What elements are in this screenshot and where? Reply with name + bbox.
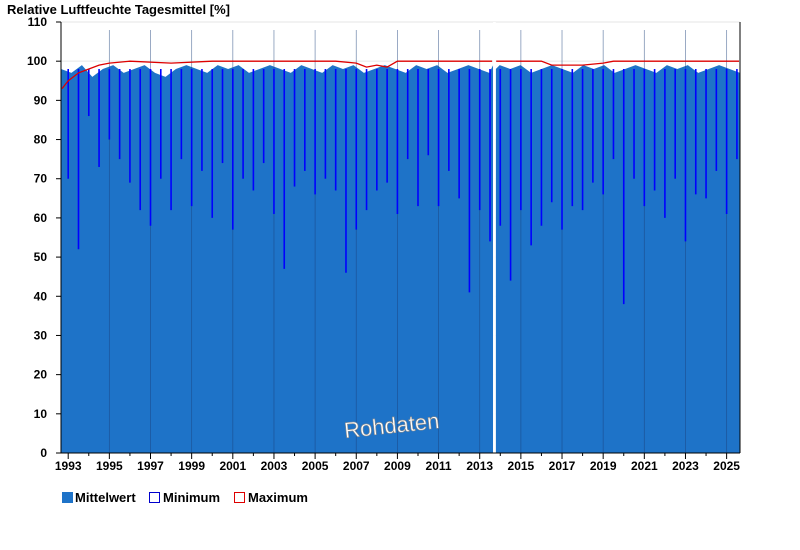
y-tick-label: 30 [34, 328, 48, 342]
legend-label-minimum: Minimum [163, 490, 220, 505]
y-tick-label: 100 [27, 54, 47, 68]
legend-swatch-mean [62, 492, 73, 503]
y-tick-label: 70 [34, 172, 48, 186]
x-tick-label: 2013 [466, 459, 493, 473]
x-tick-label: 2025 [713, 459, 740, 473]
y-tick-label: 20 [34, 368, 48, 382]
chart-title: Relative Luftfeuchte Tagesmittel [%] [7, 2, 230, 17]
x-tick-label: 2009 [384, 459, 411, 473]
mean-area-segment [61, 65, 494, 453]
x-tick-label: 1997 [137, 459, 164, 473]
x-axis: 1993 1995 1997 1999 2001 2003 2005 2007 2009 2011… [55, 453, 740, 473]
x-tick-label: 1993 [55, 459, 82, 473]
data-gap [493, 22, 496, 453]
x-tick-label: 1999 [178, 459, 205, 473]
x-tick-label: 2015 [508, 459, 535, 473]
legend-swatch-minimum [149, 492, 160, 503]
x-tick-label: 2023 [672, 459, 699, 473]
y-tick-label: 40 [34, 289, 48, 303]
legend-label-mean: Mittelwert [75, 490, 136, 505]
legend: Mittelwert Minimum Maximum [62, 490, 308, 505]
mean-area [61, 22, 740, 453]
x-tick-label: 2005 [302, 459, 329, 473]
legend-swatch-maximum [234, 492, 245, 503]
legend-label-maximum: Maximum [248, 490, 308, 505]
x-tick-label: 2019 [590, 459, 617, 473]
x-tick-label: 2011 [426, 459, 452, 473]
maximum-line [496, 60, 739, 66]
maximum-series [61, 60, 739, 90]
y-axis: 0 10 20 30 40 50 60 70 80 90 100 110 [27, 15, 61, 460]
x-tick-label: 2017 [549, 459, 576, 473]
y-tick-label: 0 [40, 446, 47, 460]
y-tick-label: 80 [34, 133, 48, 147]
x-tick-label: 2007 [343, 459, 370, 473]
x-tick-label: 2001 [219, 459, 246, 473]
plot-frame [60, 22, 741, 454]
y-tick-label: 10 [34, 407, 48, 421]
y-tick-label: 90 [34, 93, 48, 107]
y-tick-label: 60 [34, 211, 48, 225]
maximum-line [61, 60, 493, 90]
mean-area-segment [495, 65, 740, 453]
x-tick-label: 2003 [261, 459, 288, 473]
x-tick-label: 1995 [96, 459, 123, 473]
y-tick-label: 110 [28, 15, 48, 29]
minimum-series [67, 69, 738, 305]
y-tick-label: 50 [34, 250, 48, 264]
x-tick-label: 2021 [631, 459, 658, 473]
